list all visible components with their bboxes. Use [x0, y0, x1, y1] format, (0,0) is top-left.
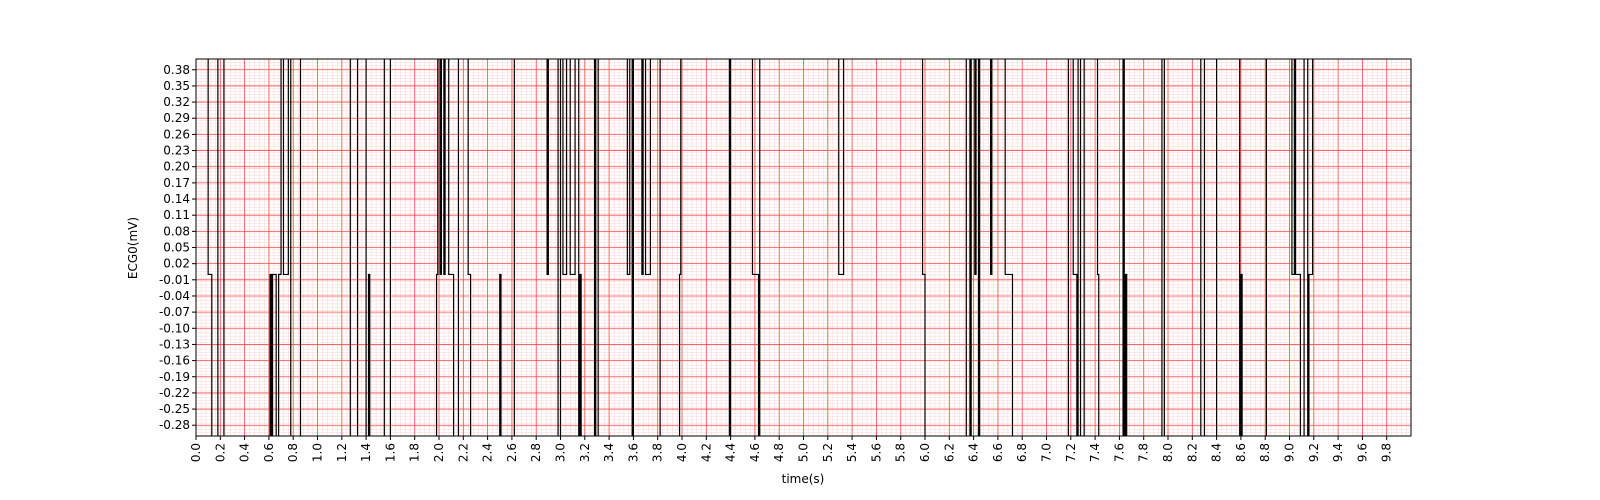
- y-tick-label: 0.23: [163, 144, 190, 158]
- x-tick-label: 4.2: [699, 443, 713, 462]
- x-tick-label: 5.4: [845, 443, 859, 462]
- x-tick-label: 4.6: [748, 443, 762, 462]
- x-tick-label: 0.4: [238, 443, 252, 462]
- x-tick-label: 7.4: [1088, 443, 1102, 462]
- x-tick-label: 9.2: [1307, 443, 1321, 462]
- x-tick-label: 7.0: [1040, 443, 1054, 462]
- plot-area: [207, 59, 1314, 436]
- x-tick-label: 3.6: [626, 443, 640, 462]
- x-tick-label: 1.8: [408, 443, 422, 462]
- y-tick-label: 0.17: [163, 176, 190, 190]
- x-tick-label: 6.4: [967, 443, 981, 462]
- y-tick-label: 0.02: [163, 257, 190, 271]
- x-axis-label: time(s): [782, 472, 825, 486]
- y-tick-label: 0.29: [163, 111, 190, 125]
- y-tick-label: 0.32: [163, 95, 190, 109]
- x-tick-label: 3.2: [578, 443, 592, 462]
- y-tick-label: 0.05: [163, 241, 190, 255]
- y-tick-label: -0.19: [159, 370, 190, 384]
- y-tick-label: 0.38: [163, 63, 190, 77]
- x-tick-label: 9.4: [1331, 443, 1345, 462]
- x-tick-label: 2.2: [456, 443, 470, 462]
- x-tick-label: 4.8: [772, 443, 786, 462]
- ticks: 0.0 0.2 0.4 0.6 0.8 1.0 1.2 1.4 1.6 1.8 2.0 2.2 2.4 2…: [159, 63, 1394, 462]
- x-tick-label: 4.0: [675, 443, 689, 462]
- x-tick-label: 8.0: [1161, 443, 1175, 462]
- x-tick-label: 4.4: [724, 443, 738, 462]
- ecg-line: [207, 59, 1314, 436]
- y-axis-label: ECG0(mV): [126, 217, 140, 279]
- x-tick-label: 2.4: [481, 443, 495, 462]
- y-tick-label: -0.22: [159, 386, 190, 400]
- x-tick-label: 3.0: [554, 443, 568, 462]
- x-tick-label: 1.2: [335, 443, 349, 462]
- y-tick-label: -0.16: [159, 354, 190, 368]
- x-tick-label: 0.8: [286, 443, 300, 462]
- x-tick-label: 0.2: [213, 443, 227, 462]
- y-tick-label: -0.07: [159, 305, 190, 319]
- x-tick-label: 0.0: [189, 443, 203, 462]
- x-tick-label: 8.4: [1210, 443, 1224, 462]
- y-tick-label: -0.13: [159, 337, 190, 351]
- x-tick-label: 2.0: [432, 443, 446, 462]
- y-tick-label: -0.28: [159, 418, 190, 432]
- y-tick-label: -0.01: [159, 273, 190, 287]
- y-tick-label: 0.14: [163, 192, 190, 206]
- y-tick-label: 0.11: [163, 208, 190, 222]
- y-tick-label: 0.35: [163, 79, 190, 93]
- x-tick-label: 7.8: [1137, 443, 1151, 462]
- y-tick-label: 0.26: [163, 127, 190, 141]
- y-tick-label: -0.10: [159, 321, 190, 335]
- x-tick-label: 9.0: [1283, 443, 1297, 462]
- x-tick-label: 6.6: [991, 443, 1005, 462]
- x-tick-label: 5.6: [869, 443, 883, 462]
- x-tick-label: 0.6: [262, 443, 276, 462]
- x-tick-label: 5.2: [821, 443, 835, 462]
- y-tick-label: 0.08: [163, 224, 190, 238]
- y-tick-label: 0.20: [163, 160, 190, 174]
- x-tick-label: 9.8: [1380, 443, 1394, 462]
- x-tick-label: 7.2: [1064, 443, 1078, 462]
- x-tick-label: 8.8: [1258, 443, 1272, 462]
- x-tick-label: 8.2: [1185, 443, 1199, 462]
- x-tick-label: 1.6: [383, 443, 397, 462]
- x-tick-label: 3.8: [651, 443, 665, 462]
- x-tick-label: 2.6: [505, 443, 519, 462]
- x-tick-label: 7.6: [1112, 443, 1126, 462]
- x-tick-label: 8.6: [1234, 443, 1248, 462]
- x-tick-label: 9.6: [1355, 443, 1369, 462]
- y-tick-label: -0.04: [159, 289, 190, 303]
- x-tick-label: 6.0: [918, 443, 932, 462]
- y-tick-label: -0.25: [159, 402, 190, 416]
- x-tick-label: 6.8: [1015, 443, 1029, 462]
- x-tick-label: 5.8: [894, 443, 908, 462]
- x-tick-label: 1.0: [311, 443, 325, 462]
- x-tick-label: 2.8: [529, 443, 543, 462]
- x-tick-label: 3.4: [602, 443, 616, 462]
- x-tick-label: 5.0: [797, 443, 811, 462]
- x-tick-label: 1.4: [359, 443, 373, 462]
- x-tick-label: 6.2: [942, 443, 956, 462]
